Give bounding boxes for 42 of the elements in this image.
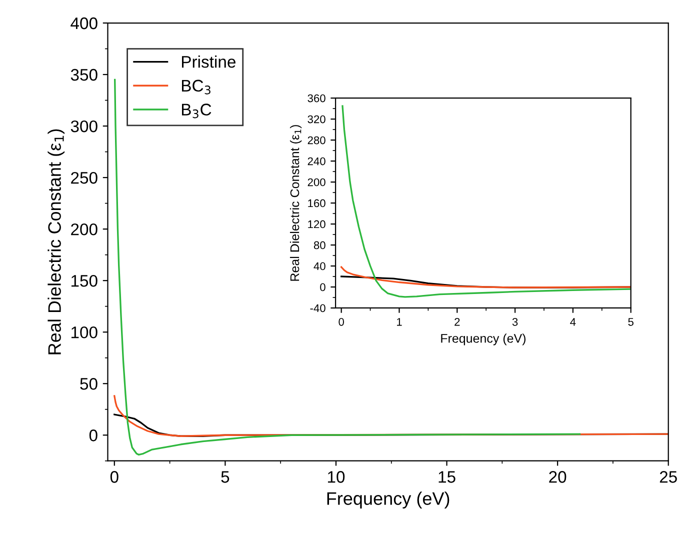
y-tick-label: 350 (70, 68, 98, 81)
x-tick-label: 10 (328, 471, 345, 483)
y-tick-label: 150 (72, 274, 98, 287)
x-tick-label: 1 (396, 318, 402, 326)
y-tick-label: 40 (314, 262, 326, 270)
line-series (342, 105, 631, 298)
y-tick-label: 360 (308, 94, 326, 102)
y-tick-label: 120 (308, 220, 326, 228)
x-tick-label: 5 (221, 471, 230, 483)
y-tick-label: 200 (308, 178, 326, 186)
x-tick-label: 4 (570, 318, 576, 326)
line-series (114, 78, 581, 456)
x-tick-label: 2 (454, 318, 460, 326)
x-tick-label: 25 (660, 471, 677, 483)
y-tick-label: 100 (72, 326, 98, 338)
y-tick-label: 250 (71, 172, 98, 184)
x-tick-label: 5 (628, 318, 634, 326)
y-tick-label: 320 (308, 115, 326, 124)
legend-label: B$_{3}$C (182, 104, 212, 118)
y-tick-label: 50 (80, 378, 98, 390)
x-tick-label: 0 (110, 471, 118, 483)
y-tick-label: 300 (70, 120, 98, 132)
x-axis-title: Frequency (eV) (441, 334, 526, 346)
x-tick-label: 15 (438, 471, 456, 483)
legend-label: BC$_{3}$ (182, 80, 210, 94)
line-series (340, 266, 631, 288)
x-axis-title: Frequency (eV) (327, 492, 450, 509)
y-tick-label: 160 (308, 199, 326, 208)
y-tick-label: 280 (308, 136, 326, 144)
x-tick-label: 20 (549, 471, 566, 483)
y-axis-title: Real Dielectric Constant (ε$_{1}$) (290, 125, 302, 281)
y-tick-label: 0 (89, 430, 98, 442)
y-axis-title: Real Dielectric Constant (ε$_{1}$) (48, 129, 65, 354)
y-tick-label: -40 (310, 304, 326, 312)
legend-label: Pristine (182, 56, 236, 68)
y-tick-label: 400 (70, 17, 98, 30)
x-tick-label: 0 (338, 318, 344, 326)
x-tick-label: 3 (512, 318, 518, 326)
y-tick-label: 80 (314, 241, 326, 250)
y-tick-label: 240 (308, 157, 326, 166)
y-tick-label: 200 (71, 223, 98, 236)
y-tick-label: 0 (320, 283, 326, 292)
